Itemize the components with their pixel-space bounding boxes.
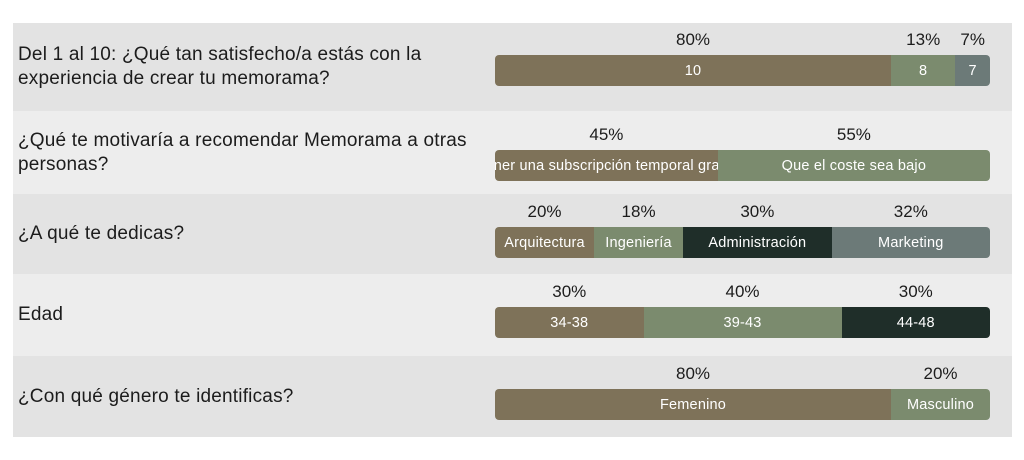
bar-segment: Ingeniería [594, 227, 684, 258]
percent-label: 30% [898, 282, 933, 301]
bar-segment: 39-43 [643, 307, 842, 338]
bar-segment: 44-48 [841, 307, 990, 338]
stacked-bar: Femenino Masculino [495, 389, 990, 420]
question-label: ¿Qué te motivaría a recomendar Memorama … [18, 129, 467, 175]
bar-segment: 8 [891, 55, 956, 86]
bar-segment: Administración [683, 227, 832, 258]
bar-segment: Que el coste sea bajo [717, 150, 990, 181]
survey-row: Del 1 al 10: ¿Qué tan satisfecho/a estás… [13, 23, 1012, 111]
percent-label: 55% [836, 125, 871, 144]
percent-label: 30% [740, 202, 775, 221]
bar-segment: Masculino [891, 389, 990, 420]
survey-chart: Del 1 al 10: ¿Qué tan satisfecho/a estás… [13, 23, 1012, 437]
percent-label: 40% [725, 282, 760, 301]
percent-label: 18% [621, 202, 656, 221]
percent-label: 20% [923, 364, 958, 383]
percent-label: 13% [906, 30, 941, 49]
stacked-bar: Tener una subscripción temporal gratisQu… [495, 150, 990, 181]
bar-segment: 34-38 [495, 307, 644, 338]
percent-label: 32% [893, 202, 928, 221]
question-label: Del 1 al 10: ¿Qué tan satisfecho/a estás… [18, 44, 422, 89]
stacked-bar: 34-38 39-43 44-48 [495, 307, 990, 338]
question-label: Edad [18, 304, 64, 325]
bar-segment: 7 [955, 55, 990, 86]
percent-label: 20% [527, 202, 562, 221]
bar-segment: 10 [495, 55, 891, 86]
percent-label: 30% [552, 282, 587, 301]
percent-label: 7% [960, 30, 985, 49]
stacked-bar: Arquitectura Ingeniería Administración Mark… [495, 227, 990, 258]
survey-row: ¿Con qué género te identificas? 80% 20% Fem… [13, 356, 1012, 437]
survey-row: Edad 30% 40% 30% 34-38 39-43 44-48 [13, 274, 1012, 356]
bar-segment: Tener una subscripción temporal gratis [495, 150, 718, 181]
percent-label: 80% [675, 364, 711, 383]
question-label: ¿Con qué género te identificas? [18, 385, 294, 407]
bar-segment: Femenino [495, 389, 891, 420]
bar-segment: Marketing [831, 227, 990, 258]
percent-label: 45% [589, 125, 624, 144]
survey-row: ¿Qué te motivaría a recomendar Memorama … [13, 111, 1012, 194]
bar-segment: Arquitectura [495, 227, 594, 258]
percent-label: 80% [675, 30, 711, 49]
stacked-bar: 10 8 7 [495, 55, 990, 86]
question-label: ¿A qué te dedicas? [18, 223, 185, 244]
survey-row: ¿A qué te dedicas? 20% 18% 30% 32% Arquitectu… [13, 194, 1012, 274]
